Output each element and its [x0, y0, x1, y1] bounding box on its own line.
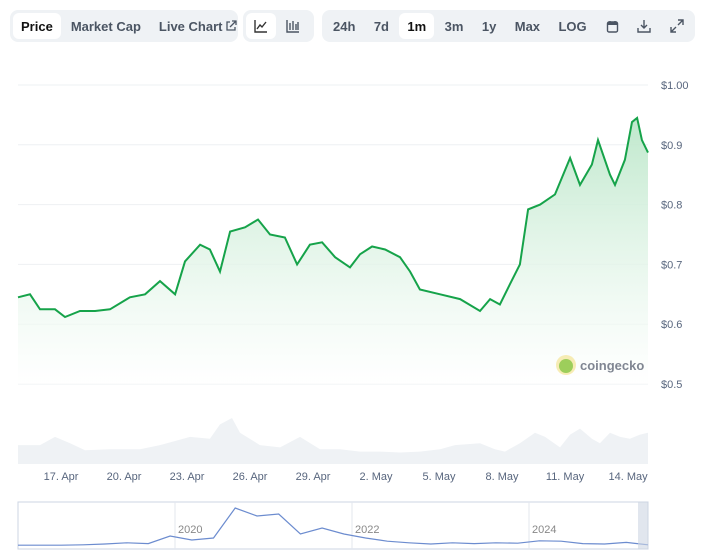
x-tick-label: 29. Apr: [296, 471, 331, 483]
candlestick-chart-icon: [286, 20, 299, 33]
navigator-year-label: 2022: [355, 524, 379, 536]
external-link-icon: [226, 20, 238, 31]
line-chart-icon: [254, 20, 267, 33]
range-7d[interactable]: 7d: [373, 18, 389, 34]
range-1m[interactable]: 1m: [399, 13, 435, 39]
chart-type-tabs: Price Market Cap Live Chart: [10, 10, 238, 42]
range-max[interactable]: Max: [514, 18, 541, 34]
coingecko-watermark: coingecko: [556, 355, 644, 375]
y-tick-label: $0.5: [661, 379, 682, 391]
fullscreen-button[interactable]: [662, 13, 692, 39]
x-tick-label: 11. May: [546, 471, 585, 483]
time-range-tabs: 24h 7d 1m 3m 1y Max LOG: [322, 10, 695, 42]
price-chart[interactable]: coingecko $1.00 $0.9 $0.8 $0.7 $0.6 $0.5 17. A…: [0, 60, 707, 550]
download-icon: [637, 20, 652, 33]
x-tick-label: 2. May: [360, 471, 394, 483]
x-tick-label: 5. May: [423, 471, 457, 483]
x-tick-label: 20. Apr: [107, 471, 142, 483]
candlestick-chart-button[interactable]: [278, 13, 308, 39]
price-area-fill: [18, 117, 648, 385]
chart-style-toggle: [243, 10, 314, 42]
y-tick-label: $0.7: [661, 259, 682, 271]
navigator-line: [18, 507, 649, 546]
watermark-text: coingecko: [580, 358, 644, 373]
y-tick-label: $0.9: [661, 140, 682, 152]
tab-market-cap[interactable]: Market Cap: [70, 18, 141, 34]
x-tick-label: 17. Apr: [44, 471, 79, 483]
navigator[interactable]: 2020 2022 2024: [17, 501, 649, 550]
x-tick-label: 23. Apr: [170, 471, 205, 483]
line-chart-button[interactable]: [246, 13, 276, 39]
volume-area: [18, 418, 648, 464]
expand-icon: [670, 19, 684, 33]
x-tick-label: 8. May: [486, 471, 520, 483]
range-24h[interactable]: 24h: [333, 18, 356, 34]
date-range-button[interactable]: [597, 13, 627, 39]
y-tick-label: $0.8: [661, 200, 682, 212]
x-tick-label: 14. May: [608, 471, 648, 483]
live-chart-label: Live Chart: [158, 18, 223, 34]
x-tick-label: 26. Apr: [233, 471, 268, 483]
navigator-handle[interactable]: [638, 502, 648, 549]
range-3m[interactable]: 3m: [444, 18, 464, 34]
price-line: [17, 116, 649, 319]
navigator-year-label: 2020: [178, 524, 202, 536]
tab-live-chart[interactable]: Live Chart: [151, 13, 246, 39]
tab-price[interactable]: Price: [13, 13, 61, 39]
navigator-year-label: 2024: [532, 524, 556, 536]
calendar-icon: [606, 20, 618, 33]
range-1y[interactable]: 1y: [481, 18, 497, 34]
y-tick-label: $0.6: [661, 319, 682, 331]
download-button[interactable]: [629, 13, 659, 39]
log-scale-toggle[interactable]: LOG: [558, 18, 587, 34]
y-tick-label: $1.00: [661, 80, 689, 92]
